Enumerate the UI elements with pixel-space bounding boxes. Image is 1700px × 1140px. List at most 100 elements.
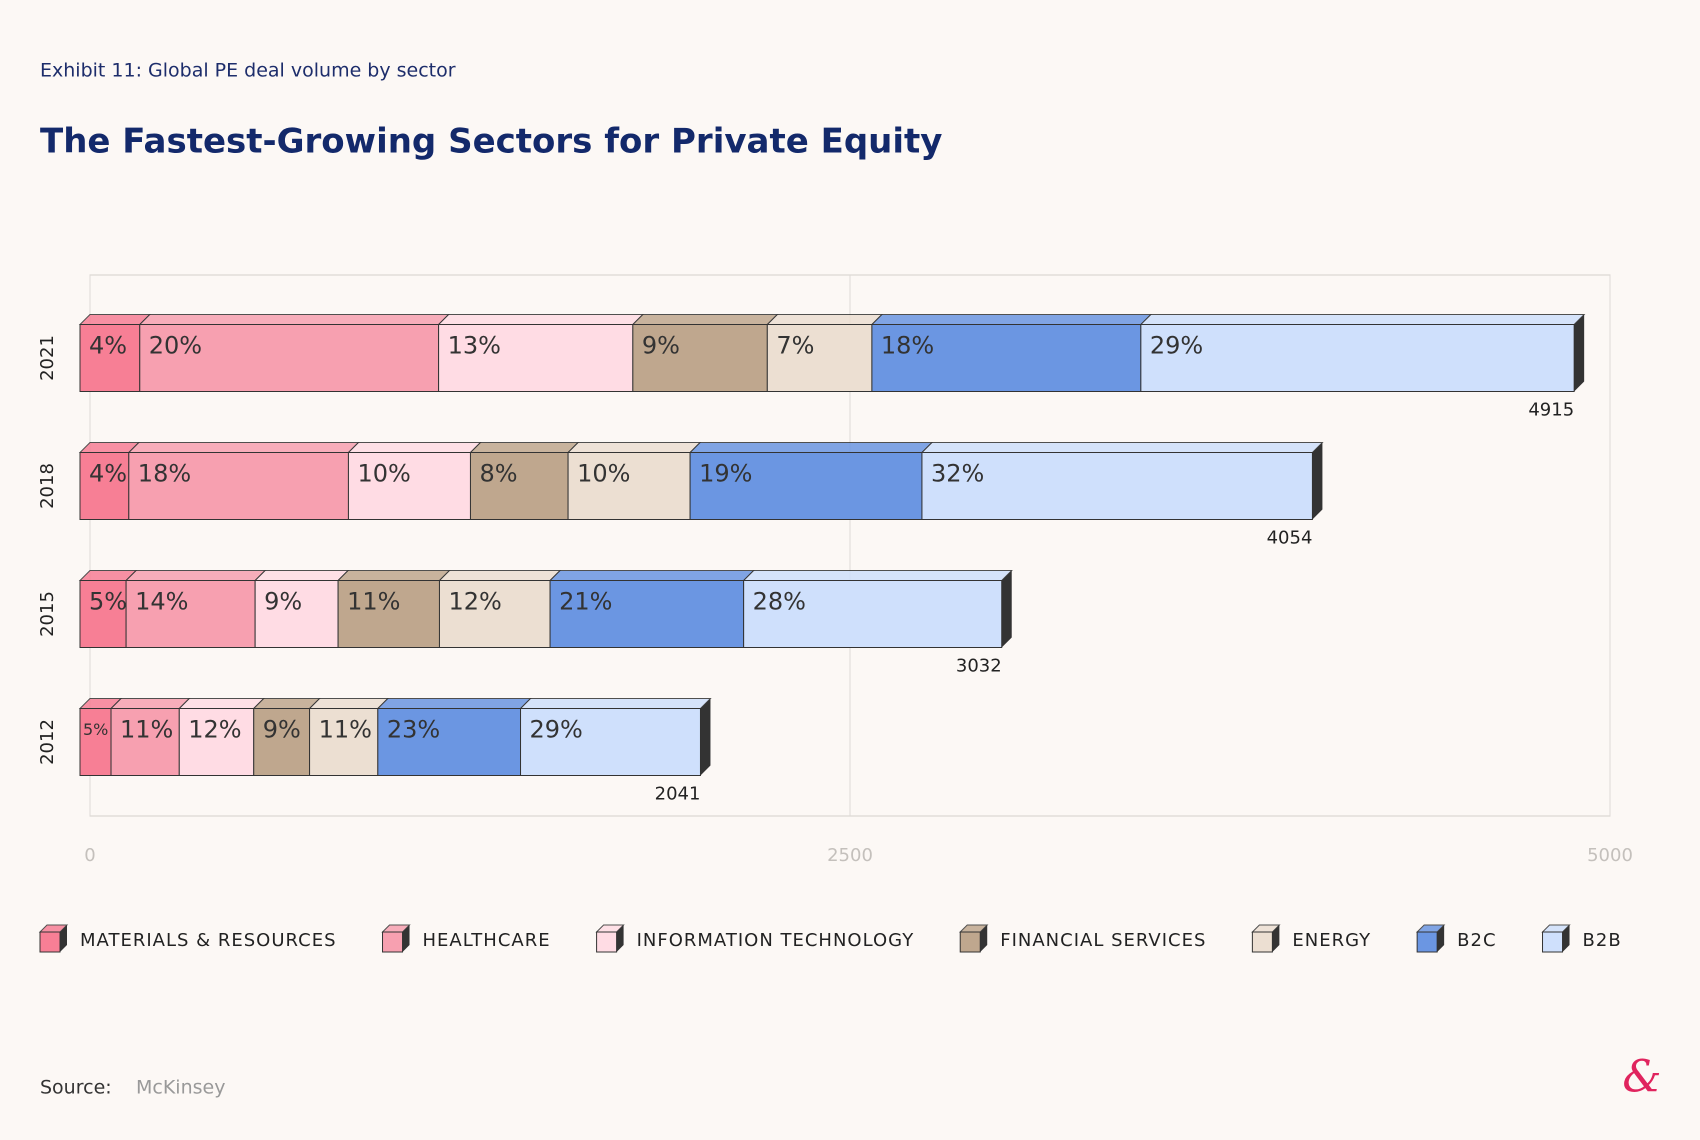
total-label: 4054 — [1267, 528, 1313, 549]
bar-top — [138, 314, 450, 325]
value-label: 12% — [188, 716, 241, 744]
source-label: Source: — [40, 1077, 112, 1099]
value-label: 4% — [89, 460, 127, 488]
bar-segment — [347, 452, 471, 520]
bar-top — [566, 442, 702, 453]
bar-segment — [689, 452, 923, 520]
x-tick-label: 5000 — [1587, 845, 1633, 866]
legend-swatch — [596, 931, 618, 953]
value-label: 5% — [83, 720, 108, 739]
bar-top — [519, 698, 712, 709]
value-label: 23% — [387, 716, 440, 744]
bar-end — [1001, 570, 1012, 648]
value-label: 4% — [89, 332, 127, 360]
bar-top — [688, 442, 934, 453]
bar-segment — [438, 580, 551, 648]
bar-top — [347, 442, 482, 453]
bar-top — [308, 698, 390, 709]
total-label: 2041 — [655, 784, 701, 805]
value-label: 13% — [448, 332, 501, 360]
bar-segment — [520, 708, 701, 776]
bar-segment — [254, 580, 339, 648]
bar-segment — [79, 452, 130, 520]
legend-label: B2C — [1457, 930, 1496, 951]
bar-segment — [567, 452, 691, 520]
bar-top — [438, 570, 562, 581]
bar-segment — [110, 708, 180, 776]
value-label: 10% — [577, 460, 630, 488]
chart-subtitle: Exhibit 11: Global PE deal volume by sec… — [40, 60, 456, 82]
bar-top — [124, 570, 267, 581]
value-label: 29% — [530, 716, 583, 744]
value-label: 9% — [642, 332, 680, 360]
source: McKinsey — [136, 1077, 225, 1099]
y-tick-label: 2012 — [37, 719, 58, 765]
value-label: 14% — [135, 588, 188, 616]
bar-top — [870, 314, 1153, 325]
value-label: 9% — [264, 588, 302, 616]
bar-end — [700, 698, 711, 776]
legend-swatch — [1542, 931, 1564, 953]
legend-swatch-side — [1562, 925, 1570, 952]
value-label: 18% — [138, 460, 191, 488]
value-label: 11% — [347, 588, 400, 616]
bar-segment — [1140, 324, 1575, 392]
bar-top — [1139, 314, 1586, 325]
bar-segment — [309, 708, 379, 776]
value-label: 9% — [263, 716, 301, 744]
bar-end — [1312, 442, 1323, 520]
bar-top — [336, 570, 451, 581]
bar-segment — [139, 324, 440, 392]
bar-segment — [766, 324, 873, 392]
value-label: 11% — [319, 716, 372, 744]
bar-segment — [337, 580, 440, 648]
legend-swatch-side — [616, 925, 624, 952]
legend-swatch — [39, 931, 61, 953]
legend-swatch-side — [980, 925, 988, 952]
bar-top — [742, 570, 1013, 581]
bar-segment — [128, 452, 349, 520]
bar-end — [1574, 314, 1585, 392]
value-label: 29% — [1150, 332, 1203, 360]
value-label: 7% — [776, 332, 814, 360]
bar-segment — [438, 324, 634, 392]
value-label: 19% — [699, 460, 752, 488]
chart-title: The Fastest-Growing Sectors for Private … — [40, 122, 942, 162]
legend-label: FINANCIAL SERVICES — [1000, 930, 1206, 951]
bar-top — [252, 698, 321, 709]
value-label: 20% — [149, 332, 202, 360]
legend-label: HEALTHCARE — [423, 930, 551, 951]
bar-top — [253, 570, 350, 581]
bar-top — [78, 314, 151, 325]
bar-top — [109, 698, 191, 709]
bar-segment — [632, 324, 768, 392]
value-label: 32% — [931, 460, 984, 488]
x-tick-label: 2500 — [827, 845, 873, 866]
legend-swatch-side — [1437, 925, 1445, 952]
bar-top — [469, 442, 580, 453]
total-label: 3032 — [956, 656, 1002, 677]
bar-top — [376, 698, 532, 709]
bar-top — [631, 314, 779, 325]
value-label: 21% — [559, 588, 612, 616]
logo: & — [1622, 1052, 1661, 1103]
legend-swatch-side — [1272, 925, 1280, 952]
bar-segment — [79, 324, 141, 392]
legend-label: MATERIALS & RESOURCES — [80, 930, 337, 951]
bar-segment — [469, 452, 569, 520]
bar-segment — [377, 708, 522, 776]
bar-top — [127, 442, 360, 453]
value-label: 11% — [120, 716, 173, 744]
bar-top — [766, 314, 884, 325]
value-label: 28% — [753, 588, 806, 616]
y-tick-label: 2021 — [37, 335, 58, 381]
value-label: 12% — [448, 588, 501, 616]
legend-swatch — [959, 931, 981, 953]
value-label: 18% — [881, 332, 934, 360]
bar-top — [548, 570, 755, 581]
value-label: 10% — [357, 460, 410, 488]
total-label: 4915 — [1528, 400, 1574, 421]
legend-swatch-side — [402, 925, 410, 952]
value-label: 5% — [89, 588, 127, 616]
